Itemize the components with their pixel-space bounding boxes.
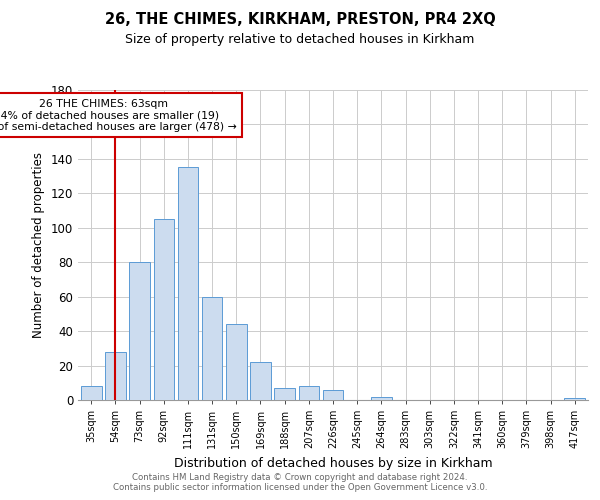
Bar	[371, 396, 392, 400]
Bar	[226, 324, 247, 400]
Text: 26 THE CHIMES: 63sqm
← 4% of detached houses are smaller (19)
96% of semi-detach: 26 THE CHIMES: 63sqm ← 4% of detached ho…	[0, 98, 237, 132]
Text: 26, THE CHIMES, KIRKHAM, PRESTON, PR4 2XQ: 26, THE CHIMES, KIRKHAM, PRESTON, PR4 2X…	[104, 12, 496, 28]
Y-axis label: Number of detached properties: Number of detached properties	[32, 152, 45, 338]
Bar	[299, 386, 319, 400]
Bar	[323, 390, 343, 400]
Text: Contains HM Land Registry data © Crown copyright and database right 2024.: Contains HM Land Registry data © Crown c…	[132, 474, 468, 482]
Bar	[178, 168, 198, 400]
Bar	[105, 352, 126, 400]
Bar	[250, 362, 271, 400]
Bar	[81, 386, 101, 400]
Text: Contains public sector information licensed under the Open Government Licence v3: Contains public sector information licen…	[113, 484, 487, 492]
X-axis label: Distribution of detached houses by size in Kirkham: Distribution of detached houses by size …	[173, 456, 493, 469]
Bar	[565, 398, 585, 400]
Text: Size of property relative to detached houses in Kirkham: Size of property relative to detached ho…	[125, 32, 475, 46]
Bar	[154, 219, 174, 400]
Bar	[130, 262, 150, 400]
Bar	[202, 296, 223, 400]
Bar	[274, 388, 295, 400]
